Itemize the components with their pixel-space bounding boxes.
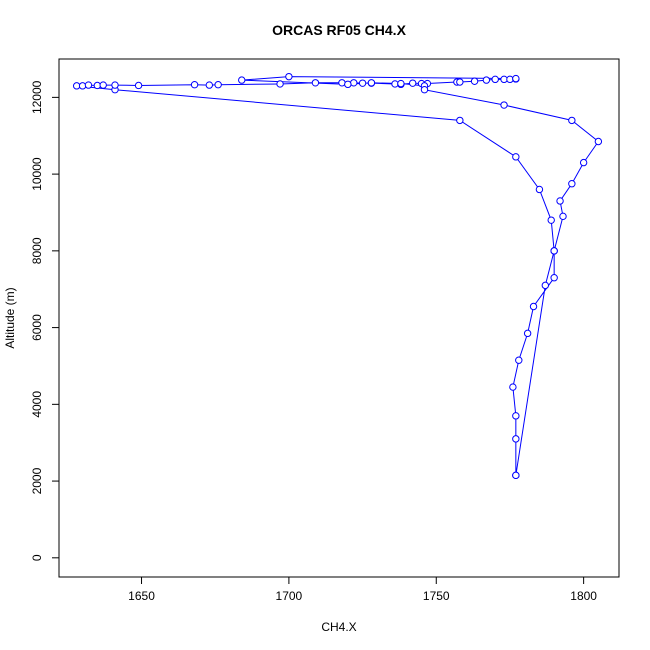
data-point xyxy=(99,81,107,89)
data-point xyxy=(512,412,520,420)
y-axis-label: Altitude (m) xyxy=(3,287,17,348)
y-tick-label: 10000 xyxy=(30,157,44,191)
data-point xyxy=(350,79,358,87)
x-tick-label: 1700 xyxy=(276,589,303,603)
data-point xyxy=(408,79,417,87)
data-point xyxy=(579,158,588,167)
data-point xyxy=(512,153,520,161)
series-line xyxy=(76,76,600,476)
data-point xyxy=(509,383,517,391)
data-point xyxy=(594,137,603,146)
data-point xyxy=(568,116,576,125)
data-point xyxy=(456,78,464,86)
y-tick-label: 12000 xyxy=(30,80,44,114)
y-tick-label: 0 xyxy=(30,554,44,561)
y-axis: 0 2000 4000 6000 8000 10000 12000 xyxy=(30,80,59,561)
data-point xyxy=(456,116,464,125)
data-point xyxy=(512,435,520,443)
data-point xyxy=(78,82,87,90)
x-tick-label: 1800 xyxy=(570,589,597,603)
series-layer xyxy=(72,72,603,480)
chart-title: ORCAS RF05 CH4.X xyxy=(272,22,406,38)
plot-frame xyxy=(58,58,620,578)
y-tick-label: 4000 xyxy=(30,391,44,418)
data-point xyxy=(84,81,93,89)
y-tick-label: 6000 xyxy=(30,314,44,341)
data-point xyxy=(550,274,558,282)
data-point xyxy=(111,81,119,89)
data-point xyxy=(358,79,367,87)
data-point xyxy=(276,80,284,88)
x-axis-label: CH4.X xyxy=(321,620,356,634)
data-point xyxy=(491,75,499,84)
x-tick-label: 1650 xyxy=(128,589,155,603)
data-point xyxy=(568,180,576,188)
data-point xyxy=(134,81,143,90)
y-tick-label: 8000 xyxy=(30,237,44,264)
data-point xyxy=(367,79,376,87)
data-point xyxy=(470,77,479,85)
data-point xyxy=(397,79,405,88)
data-point xyxy=(541,281,550,290)
data-point xyxy=(512,74,520,83)
data-point xyxy=(238,76,246,84)
data-point xyxy=(529,302,538,311)
data-point xyxy=(205,81,214,89)
data-point xyxy=(311,79,320,87)
data-point xyxy=(482,76,491,84)
data-point xyxy=(556,197,564,205)
data-point xyxy=(550,247,558,255)
y-tick-label: 2000 xyxy=(30,467,44,494)
data-point xyxy=(344,80,352,89)
x-tick-label: 1750 xyxy=(423,589,450,603)
data-point xyxy=(512,471,520,480)
x-axis: 1650 1700 1750 1800 xyxy=(128,577,597,603)
data-point xyxy=(559,212,567,221)
data-point xyxy=(547,216,555,224)
data-point xyxy=(190,81,199,89)
data-point xyxy=(515,356,523,364)
data-point xyxy=(523,329,532,338)
data-point xyxy=(535,185,544,194)
data-point xyxy=(500,101,508,109)
data-point xyxy=(214,81,222,89)
data-point xyxy=(420,85,429,94)
data-point xyxy=(338,79,346,87)
data-point xyxy=(285,72,293,81)
